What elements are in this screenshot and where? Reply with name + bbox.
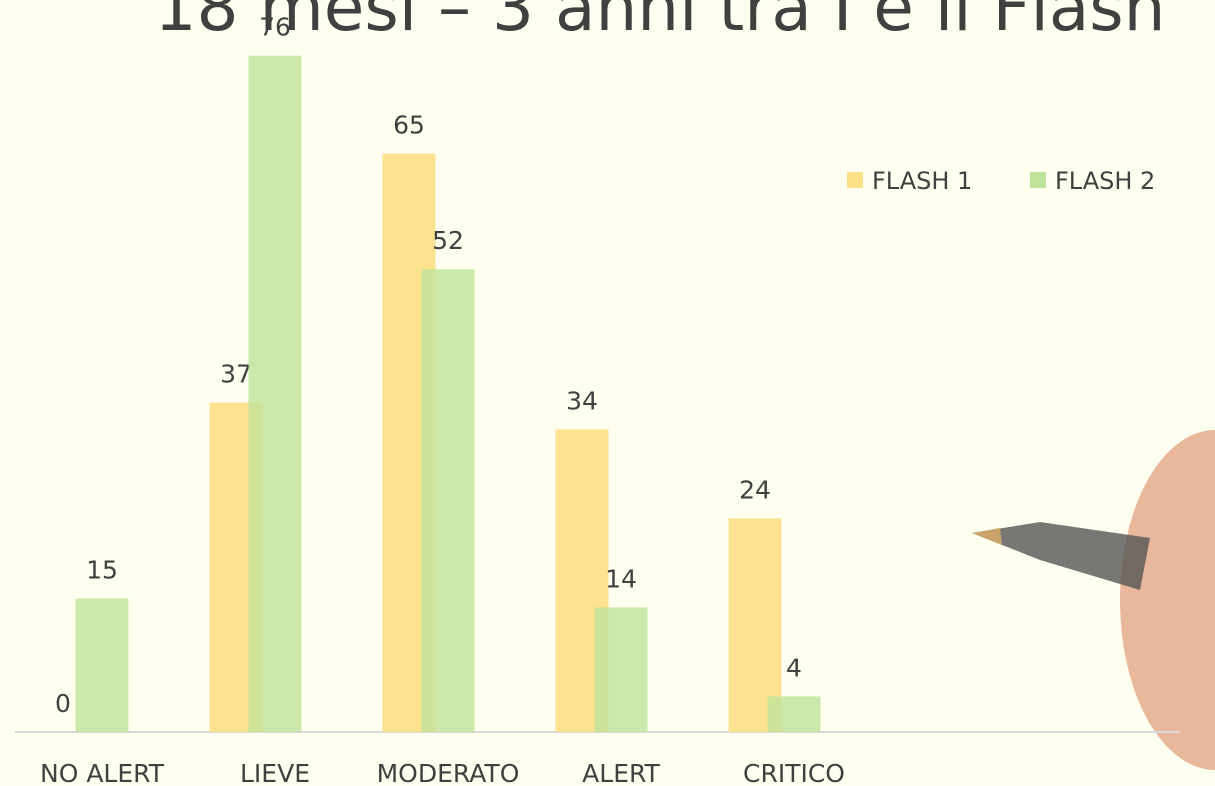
value-label: 4: [786, 653, 802, 682]
value-label: 65: [393, 111, 425, 140]
value-label: 76: [259, 13, 291, 42]
legend-label: FLASH 2: [1055, 167, 1155, 195]
x-tick-label: CRITICO: [743, 759, 845, 786]
value-label: 14: [605, 564, 637, 593]
x-tick-label: LIEVE: [240, 759, 310, 786]
value-label: 0: [55, 689, 71, 718]
legend-label: FLASH 1: [872, 167, 972, 195]
bar: [75, 598, 129, 732]
value-label: 24: [739, 475, 771, 504]
chart-title: 18 mesi – 3 anni tra I e il Flash: [154, 0, 1165, 46]
value-label: 15: [86, 556, 118, 585]
value-label: 34: [566, 386, 598, 415]
value-label: 37: [220, 360, 252, 389]
bar: [594, 607, 648, 732]
bar: [248, 55, 302, 733]
legend-swatch: [1030, 172, 1046, 188]
x-tick-label: NO ALERT: [40, 759, 165, 786]
value-label: 52: [432, 226, 464, 255]
x-tick-label: MODERATO: [377, 759, 520, 786]
bar: [767, 696, 821, 732]
hand: [972, 430, 1215, 770]
x-tick-label: ALERT: [582, 759, 660, 786]
bar: [421, 269, 475, 732]
legend-swatch: [847, 172, 863, 188]
